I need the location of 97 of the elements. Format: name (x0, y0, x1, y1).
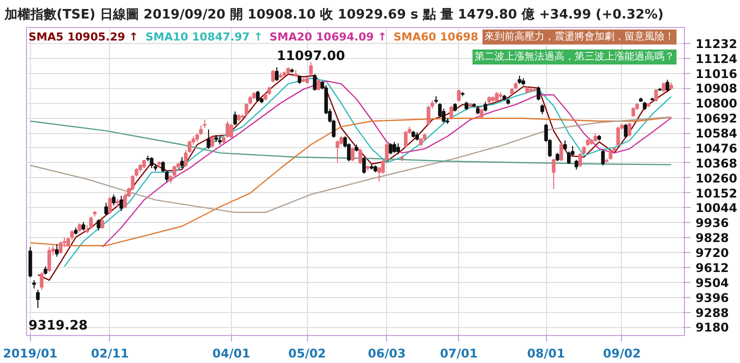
x-tick-label: 07/01 (440, 346, 478, 360)
candlestick (624, 123, 628, 138)
candlestick (392, 141, 396, 154)
y-tick-label: 10908 (696, 82, 738, 96)
candlestick (480, 108, 484, 119)
candlestick (271, 69, 275, 83)
annotation: 來到前高壓力，震盪將會加劇，留意風險！ (484, 30, 674, 42)
candlestick (362, 156, 366, 174)
candlestick (396, 142, 400, 155)
y-tick-label: 9504 (696, 276, 729, 290)
candlestick (274, 66, 279, 82)
y-tick-label: 11232 (696, 36, 738, 51)
candlestick (256, 90, 260, 102)
candlestick (449, 105, 454, 120)
y-tick-label: 10692 (696, 112, 738, 126)
candlestick (180, 156, 184, 169)
y-tick-label: 10260 (696, 171, 738, 186)
candlestick (172, 164, 176, 177)
y-tick-label: 10044 (696, 201, 738, 216)
x-tick-label: 02/11 (91, 346, 129, 360)
candlestick (36, 289, 40, 308)
candlestick (89, 216, 93, 230)
candlestick (608, 150, 612, 160)
candlestick (233, 110, 237, 126)
candlestick (540, 104, 544, 115)
candlestick (58, 240, 62, 254)
candlestick (108, 196, 112, 214)
y-tick-label: 9720 (696, 246, 729, 260)
y-tick-label: 9288 (696, 306, 729, 320)
candlestick (662, 82, 666, 93)
candlestick (457, 88, 461, 102)
candlestick (628, 122, 632, 137)
text: SMA5 10905.29 ↑ (28, 30, 138, 44)
candlestick (226, 120, 230, 138)
candlestick (563, 140, 567, 151)
candlestick (229, 123, 234, 138)
y-tick-label: 11124 (696, 52, 738, 66)
candlestick (309, 62, 313, 76)
candlestick (404, 130, 408, 148)
candlestick (384, 142, 389, 162)
x-tick-label: 06/03 (368, 346, 406, 360)
x-tick-label: 2019/01 (3, 346, 58, 360)
x-tick-label: 05/02 (288, 346, 326, 360)
y-tick-label: 10584 (696, 126, 738, 141)
y-tick-label: 9396 (696, 290, 729, 305)
candlestick (484, 101, 488, 112)
y-tick-label: 10152 (696, 186, 738, 200)
y-tick-label: 10368 (696, 156, 738, 170)
line-series (30, 116, 672, 246)
candlestick (574, 159, 578, 170)
x-tick-label: 09/02 (603, 346, 641, 360)
candlestick (654, 88, 658, 102)
candlestick (119, 195, 124, 212)
y-tick-label: 11016 (696, 66, 738, 81)
y-tick-label: 10800 (696, 96, 738, 111)
annotation: 9319.28 (28, 318, 88, 334)
candlestick (210, 136, 214, 148)
candlestick (206, 128, 210, 150)
candlestick (40, 271, 44, 290)
candlestick (494, 92, 499, 102)
candlestick (552, 158, 556, 190)
x-tick-label: 04/01 (212, 346, 250, 360)
line-series (102, 80, 672, 248)
y-tick-label: 9180 (696, 320, 729, 335)
chart-title: 加權指數(TSE) 日線圖 2019/09/20 開 10908.10 收 10929.69 s 點 量 1479.80 億 +34.99 (+0.32%) (4, 6, 664, 22)
text: SMA20 10694.09 ↑ (270, 30, 387, 44)
annotation: 第二波上漲無法過高，第三波上漲能過高嗎？ (474, 50, 674, 62)
candlestick (536, 86, 540, 101)
candlestick (316, 79, 320, 92)
candlestick (631, 106, 636, 118)
candlestick (312, 74, 317, 92)
candlestick (616, 126, 620, 147)
candlestick (47, 246, 52, 272)
annotation: 11097.00 (276, 49, 346, 64)
y-tick-label: 9936 (696, 216, 729, 230)
candlestick (96, 218, 100, 231)
candlestick (388, 142, 392, 155)
y-tick-label: 9612 (696, 260, 729, 275)
text: SMA10 10847.97 ↑ (146, 30, 263, 44)
candlestick (559, 142, 564, 162)
candlestick (350, 146, 354, 162)
candlestick (150, 156, 154, 169)
candlestick (358, 148, 362, 165)
text: SMA60 10698 (394, 30, 478, 44)
candlestick (55, 244, 59, 258)
candlestick (336, 140, 340, 164)
candlestick (100, 218, 104, 230)
line-series (30, 120, 672, 166)
x-tick-label: 08/01 (527, 346, 565, 360)
y-tick-label: 9828 (696, 231, 729, 246)
candlestick (199, 124, 203, 136)
y-tick-label: 10476 (696, 141, 738, 156)
candlestick (601, 150, 605, 166)
line-series (30, 116, 672, 214)
candlestick (112, 194, 116, 206)
candlestick (666, 79, 670, 93)
candlestick (104, 202, 108, 216)
